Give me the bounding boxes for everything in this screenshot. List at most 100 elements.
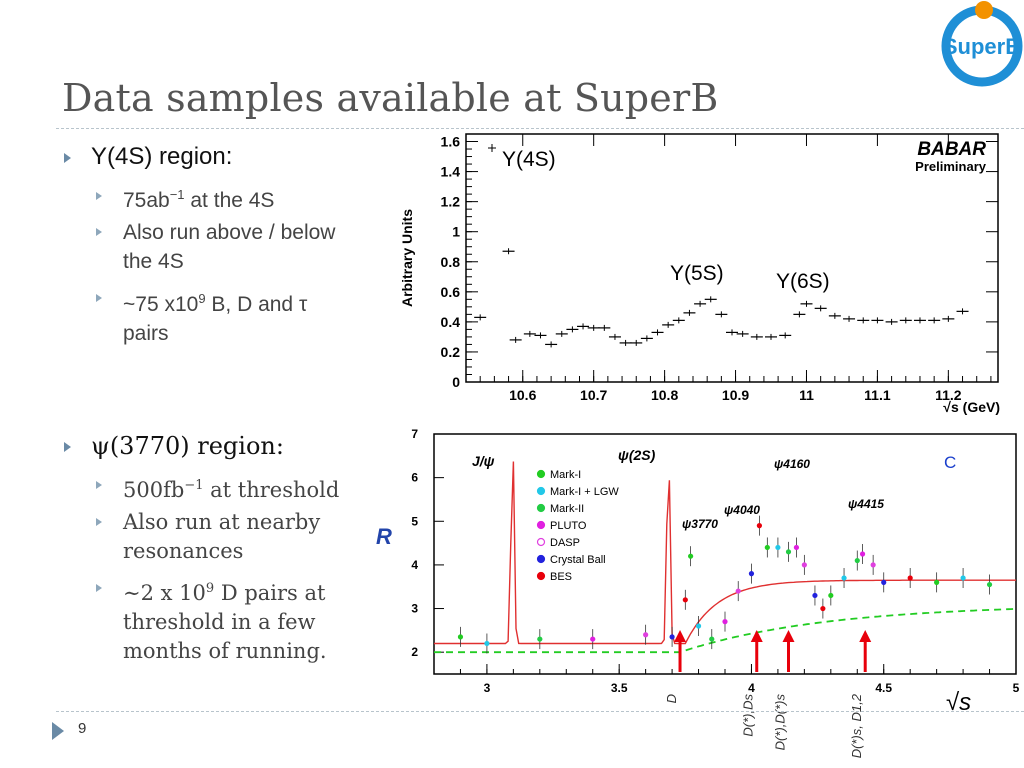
section1-item-2: Also run above / below the 4S bbox=[123, 221, 336, 273]
data-point bbox=[907, 568, 913, 588]
data-point bbox=[682, 589, 688, 610]
data-point bbox=[672, 317, 685, 324]
legend-entry: Mark-II bbox=[536, 503, 584, 515]
y-tick-label: 1.6 bbox=[441, 134, 461, 150]
section2-item-1: 500fb−1 at threshold bbox=[123, 478, 340, 502]
page-number: 9 bbox=[78, 720, 87, 737]
legend-entry: Mark-I + LGW bbox=[536, 486, 619, 498]
x-tick-label: 11.2 bbox=[935, 387, 962, 403]
section2-item-2: Also run at nearby resonances bbox=[123, 510, 321, 563]
data-point bbox=[913, 317, 926, 324]
section2-item-3: ∼2 x 109 D pairs at threshold in a few mon… bbox=[123, 581, 327, 663]
fit-curve-green bbox=[434, 608, 1016, 654]
data-point bbox=[590, 629, 596, 650]
data-point bbox=[785, 541, 792, 562]
data-point bbox=[630, 339, 643, 346]
y-tick-label: 6 bbox=[411, 471, 418, 485]
corner-label: C bbox=[944, 453, 956, 472]
data-point bbox=[662, 321, 675, 328]
data-point bbox=[828, 312, 841, 319]
section1-item-3: ~75 x109 B, D and τ pairs bbox=[123, 291, 308, 345]
y-tick-label: 0.6 bbox=[441, 284, 461, 300]
data-point bbox=[793, 311, 806, 318]
data-point bbox=[942, 315, 955, 322]
sub-bullet-icon bbox=[96, 192, 102, 200]
y-tick-label: 4 bbox=[411, 558, 418, 572]
upsilon-scan-chart: 10.6 10.7 10.8 10.9 11 11.1 11.2 00.20.40.60.8… bbox=[399, 133, 1000, 415]
plot-frame bbox=[465, 133, 999, 383]
data-point bbox=[537, 629, 543, 650]
x-axis-label: √s (GeV) bbox=[943, 399, 1000, 415]
x-tick-label: 11.1 bbox=[864, 387, 891, 403]
y-tick-label: 7 bbox=[411, 428, 418, 441]
psi4415-annotation: ψ4415 bbox=[848, 497, 884, 511]
x-tick-label: 5 bbox=[1013, 681, 1020, 695]
svg-text:Mark-II: Mark-II bbox=[550, 503, 584, 515]
y-tick-label: 0.2 bbox=[441, 344, 461, 360]
section1-item-1: 75ab−1 at the 4S bbox=[123, 187, 275, 212]
svg-text:Crystal Ball: Crystal Ball bbox=[550, 554, 606, 566]
data-point bbox=[651, 329, 664, 336]
data-point bbox=[608, 333, 621, 340]
sub-bullet-icon bbox=[96, 584, 102, 592]
bullet-icon bbox=[64, 153, 71, 163]
legend-entry: Mark-I bbox=[536, 469, 581, 481]
logo-dot bbox=[975, 1, 993, 19]
y-tick-label: 0 bbox=[452, 374, 460, 390]
upsilon-4s-annotation: Υ(4S) bbox=[502, 148, 556, 171]
y-tick-label: 2 bbox=[411, 645, 418, 659]
psi4040-annotation: ψ4040 bbox=[724, 503, 760, 517]
upsilon-6s-annotation: Υ(6S) bbox=[776, 270, 830, 293]
x-tick-label: 10.9 bbox=[722, 387, 749, 403]
threshold-label: D(*),D(*)s bbox=[772, 694, 787, 751]
x-tick-label: 10.8 bbox=[651, 387, 678, 403]
plot-frame bbox=[433, 433, 1017, 675]
slide-title: Data samples available at SuperB bbox=[62, 76, 719, 120]
threshold-arrow bbox=[750, 630, 763, 672]
data-point bbox=[793, 537, 800, 558]
experiment-sublabel: Preliminary bbox=[915, 159, 987, 174]
data-point bbox=[704, 296, 717, 303]
data-point bbox=[735, 581, 741, 602]
data-point bbox=[457, 626, 464, 647]
data-point bbox=[881, 572, 887, 593]
data-point bbox=[545, 341, 558, 348]
y-tick-label: 5 bbox=[411, 514, 418, 528]
section2-heading: ψ(3770) region: bbox=[91, 432, 284, 460]
data-point bbox=[857, 317, 870, 324]
data-point bbox=[812, 585, 818, 606]
data-point bbox=[709, 629, 715, 650]
data-point bbox=[960, 568, 966, 588]
footer-divider bbox=[56, 711, 1024, 712]
superb-logo: SuperB bbox=[936, 0, 1024, 90]
legend: Mark-I Mark-I + LGW Mark-II PLUTO DASP Crysta… bbox=[536, 469, 619, 583]
data-point bbox=[566, 326, 579, 333]
footer-arrow-icon bbox=[52, 722, 64, 740]
data-point bbox=[502, 248, 515, 255]
data-point bbox=[722, 611, 728, 632]
data-point bbox=[748, 563, 755, 584]
data-point bbox=[820, 598, 826, 619]
data-point bbox=[484, 633, 490, 654]
threshold-arrow bbox=[859, 630, 872, 672]
data-point bbox=[523, 330, 536, 337]
y-tick-label: 1.4 bbox=[441, 164, 461, 180]
threshold-arrow bbox=[782, 630, 795, 672]
data-point bbox=[577, 323, 590, 330]
sub-bullet-icon bbox=[96, 481, 102, 489]
data-point bbox=[859, 544, 866, 564]
data-point bbox=[509, 336, 522, 343]
data-point bbox=[640, 335, 653, 342]
psi4160-annotation: ψ4160 bbox=[774, 457, 810, 471]
threshold-label: D bbox=[664, 694, 679, 703]
sub-bullet-icon bbox=[96, 518, 102, 526]
bullet-icon bbox=[64, 442, 71, 452]
section1-heading: Υ(4S) region: bbox=[91, 143, 233, 170]
y-tick-label: 1 bbox=[452, 224, 460, 240]
data-point bbox=[715, 311, 728, 318]
data-point bbox=[669, 626, 675, 647]
svg-text:DASP: DASP bbox=[550, 537, 580, 549]
data-point bbox=[871, 317, 884, 324]
x-tick-label: 11 bbox=[799, 387, 814, 403]
